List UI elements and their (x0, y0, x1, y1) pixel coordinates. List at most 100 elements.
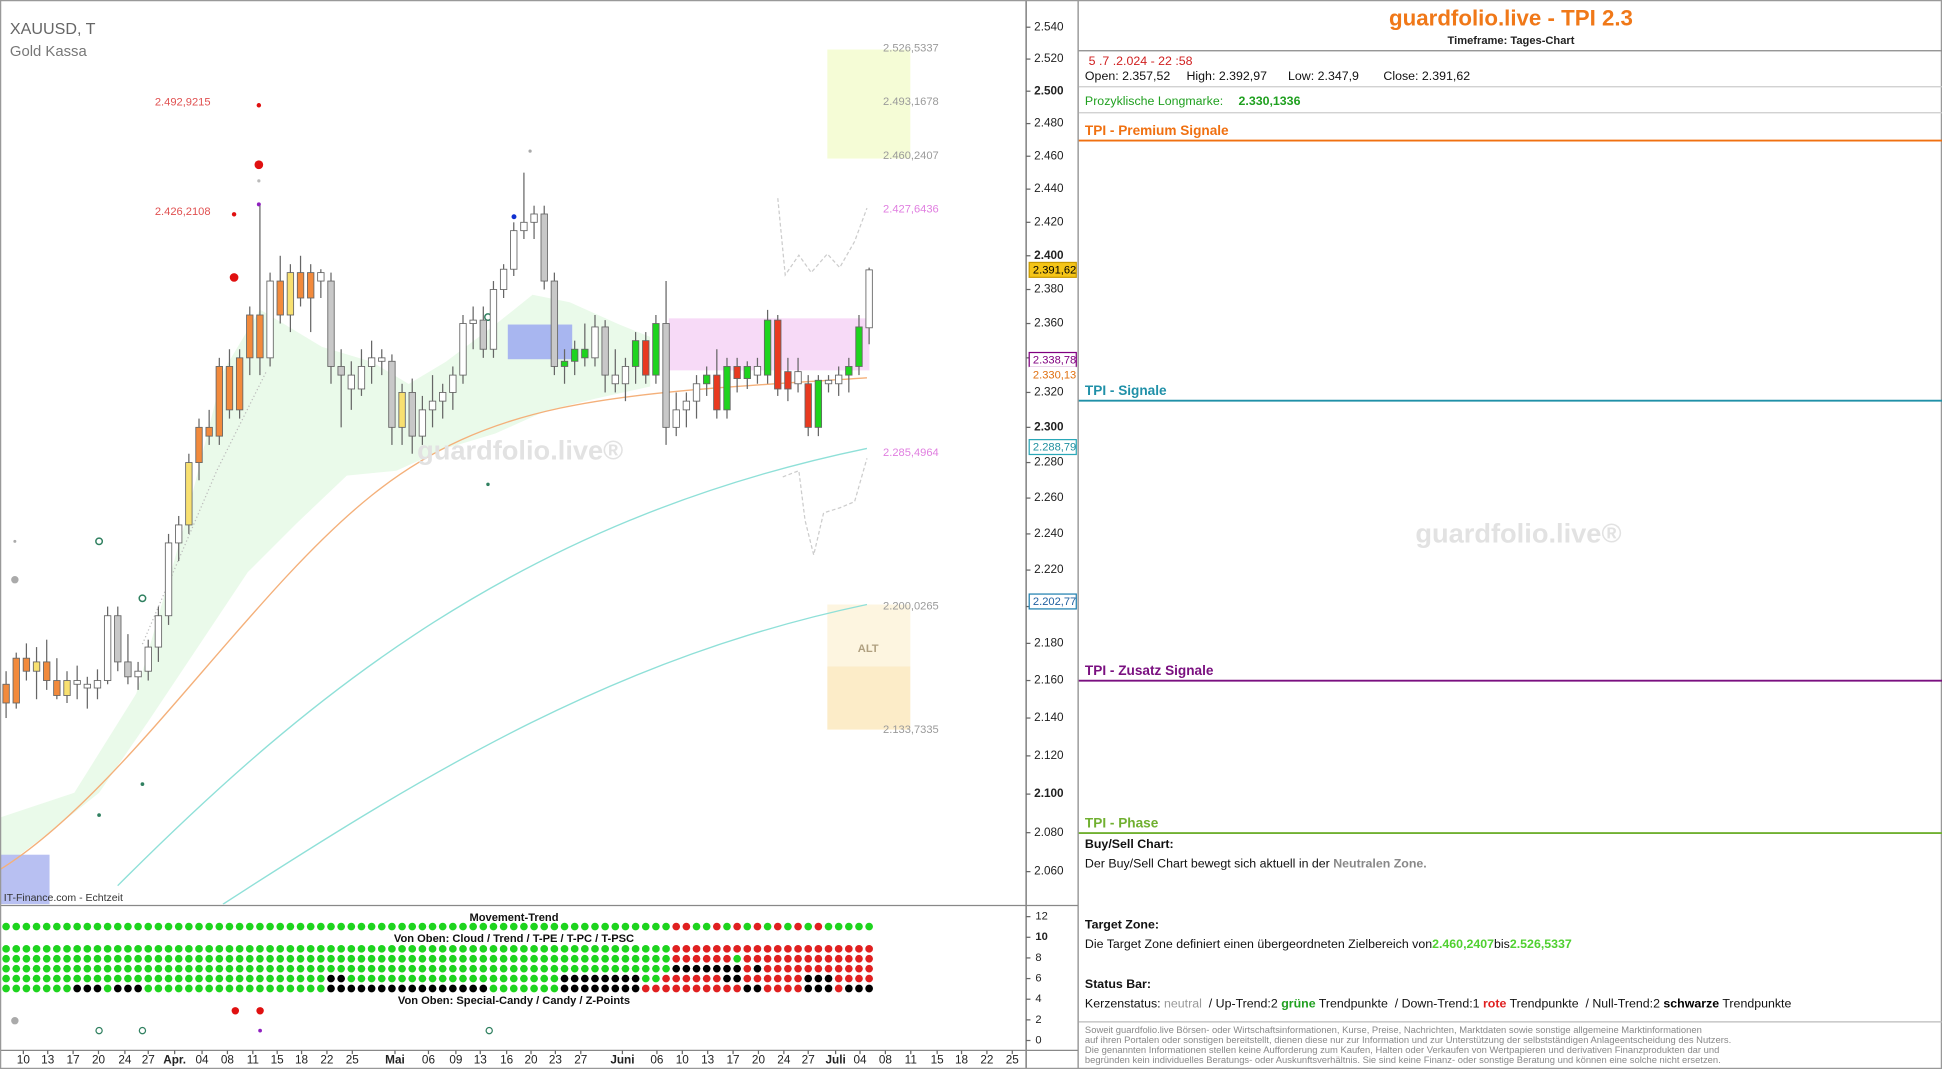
y-tick-label: 2.460 (1034, 149, 1064, 162)
y-tick-label: 2.120 (1034, 749, 1064, 762)
price-box-label: 2.391,62 (1033, 264, 1076, 276)
trend-dot (377, 954, 386, 963)
high: High: 2.392,97 (1187, 69, 1268, 83)
trend-dot (580, 974, 589, 983)
y-tick-label: 2.060 (1034, 865, 1064, 878)
trend-dot (763, 984, 772, 993)
candle-body (469, 319, 477, 324)
x-tick-label: 10 (17, 1053, 31, 1066)
trend-dot (185, 922, 193, 931)
trend-dot (22, 945, 31, 953)
trend-dot (357, 945, 366, 953)
candle-body (164, 542, 173, 617)
candle-body (83, 683, 91, 689)
level-label: 2.460,2407 (883, 150, 939, 162)
signal-dot (256, 202, 261, 207)
trend-dot (631, 954, 640, 963)
trend-dot (702, 974, 711, 983)
trend-dot (611, 954, 620, 963)
y-tick-label: 2.380 (1034, 283, 1064, 296)
trend-dot (438, 945, 447, 953)
status-part: neutral (1164, 997, 1202, 1011)
trend-dot (580, 984, 589, 993)
candle-body (784, 371, 792, 390)
trend-dot (296, 954, 305, 963)
candle-body (723, 366, 731, 411)
trend-dot (743, 964, 752, 973)
trend-dot (388, 974, 396, 983)
trend-dot (83, 974, 92, 983)
x-tick-label: 23 (549, 1053, 563, 1066)
candle-body (763, 319, 772, 376)
trend-dot (32, 974, 41, 983)
candle-body (103, 615, 112, 681)
trend-dot (591, 984, 599, 993)
x-tick-label: 22 (980, 1053, 993, 1066)
trend-dot (560, 964, 569, 973)
trend-dot (459, 964, 467, 973)
candle-body (581, 348, 589, 359)
trend-dot (499, 954, 508, 963)
candle-body (276, 280, 284, 316)
trend-dot (763, 964, 772, 973)
trend-dot (702, 922, 711, 931)
trend-dot (134, 964, 142, 973)
trend-dot (2, 945, 10, 953)
trend-dot (347, 974, 356, 983)
z-point (485, 1026, 493, 1035)
trend-dot (22, 984, 31, 993)
trend-dot (459, 974, 467, 983)
trend-dot (682, 922, 691, 931)
trend-dot (570, 964, 579, 973)
candle-body (804, 383, 812, 428)
trend-dot (195, 954, 203, 963)
trend-dot (621, 922, 630, 931)
trend-dot (235, 974, 244, 983)
trend-dot (712, 984, 721, 993)
buysell-sentence: Der Buy/Sell Chart bewegt sich aktuell i… (1085, 857, 1333, 871)
level-label: 2.493,1678 (883, 96, 939, 108)
trend-dot (337, 974, 345, 983)
trend-dot (185, 974, 193, 983)
trend-dot (408, 964, 417, 973)
trend-dot (428, 945, 437, 953)
trend-dot (124, 954, 132, 963)
trend-dot (672, 922, 681, 931)
trend-dot (367, 964, 376, 973)
trend-dot (692, 945, 701, 953)
trend-dot (357, 984, 366, 993)
trend-dot (591, 922, 599, 931)
trend-dot (134, 954, 142, 963)
trend-dot (733, 984, 741, 993)
indicator-tick-label: 10 (1035, 931, 1047, 943)
trend-dot (388, 964, 396, 973)
trend-dot (317, 984, 325, 993)
trend-dot (844, 964, 853, 973)
trend-dot (784, 954, 792, 963)
candle-body (225, 366, 234, 411)
trend-dot (2, 964, 10, 973)
trend-dot (337, 954, 345, 963)
trend-dot (357, 922, 366, 931)
trend-dot (93, 974, 102, 983)
trend-dot (479, 974, 488, 983)
buysell-heading: Buy/Sell Chart: (1085, 837, 1174, 851)
trend-dot (134, 945, 142, 953)
level-label: 2.133,7335 (883, 724, 939, 736)
trend-dot (520, 974, 528, 983)
x-tick-label: 10 (676, 1053, 690, 1066)
candle-body (12, 657, 20, 704)
trend-dot (225, 974, 234, 983)
trend-dot (164, 945, 173, 953)
trend-dot (702, 945, 711, 953)
y-tick-label: 2.320 (1034, 386, 1064, 399)
trend-dot (479, 984, 488, 993)
status-heading: Status Bar: (1085, 977, 1151, 991)
trend-dot (773, 945, 782, 953)
info-panel: guardfolio.live - TPI 2.3 Timeframe: Tag… (1078, 6, 1942, 1065)
trend-dot (113, 945, 122, 953)
trend-dot (824, 945, 833, 953)
candle-body (144, 646, 152, 672)
trend-dot (2, 984, 10, 993)
z-point (256, 1007, 264, 1015)
